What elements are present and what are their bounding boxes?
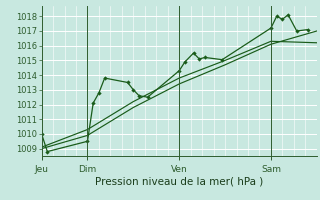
X-axis label: Pression niveau de la mer( hPa ): Pression niveau de la mer( hPa ) bbox=[95, 177, 263, 187]
